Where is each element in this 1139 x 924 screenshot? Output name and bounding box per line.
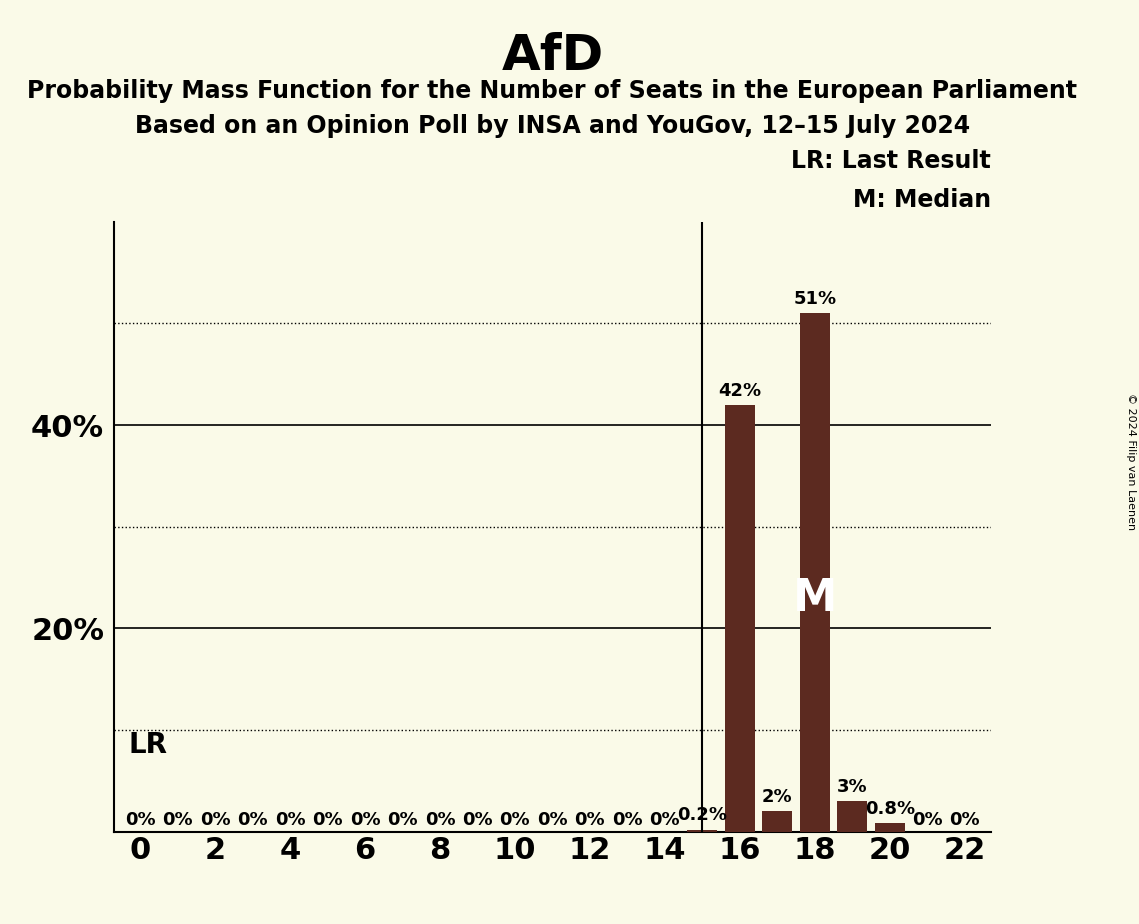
Text: 3%: 3%: [837, 778, 868, 796]
Text: 42%: 42%: [719, 382, 761, 400]
Text: 0%: 0%: [500, 810, 531, 829]
Text: Based on an Opinion Poll by INSA and YouGov, 12–15 July 2024: Based on an Opinion Poll by INSA and You…: [134, 114, 970, 138]
Bar: [762, 811, 793, 832]
Bar: [724, 405, 755, 832]
Text: 0%: 0%: [162, 810, 192, 829]
Text: M: M: [793, 577, 837, 620]
Text: 2%: 2%: [762, 788, 793, 806]
Text: AfD: AfD: [501, 32, 604, 80]
Text: © 2024 Filip van Laenen: © 2024 Filip van Laenen: [1126, 394, 1136, 530]
Text: 0%: 0%: [574, 810, 605, 829]
Text: LR: LR: [129, 731, 167, 760]
Text: LR: Last Result: LR: Last Result: [792, 149, 991, 173]
Text: 0.2%: 0.2%: [678, 807, 728, 824]
Text: 0%: 0%: [274, 810, 305, 829]
Text: 0%: 0%: [425, 810, 456, 829]
Text: 0%: 0%: [612, 810, 642, 829]
Text: 0%: 0%: [462, 810, 493, 829]
Text: 0%: 0%: [950, 810, 980, 829]
Bar: [875, 823, 904, 832]
Text: Probability Mass Function for the Number of Seats in the European Parliament: Probability Mass Function for the Number…: [27, 79, 1077, 103]
Text: 0%: 0%: [912, 810, 943, 829]
Bar: [837, 801, 867, 832]
Text: 0%: 0%: [350, 810, 380, 829]
Text: 0%: 0%: [125, 810, 155, 829]
Text: 0%: 0%: [387, 810, 418, 829]
Text: M: Median: M: Median: [853, 188, 991, 213]
Text: 51%: 51%: [793, 290, 836, 309]
Text: 0%: 0%: [538, 810, 567, 829]
Text: 0%: 0%: [649, 810, 680, 829]
Text: 0%: 0%: [312, 810, 343, 829]
Text: 0%: 0%: [237, 810, 268, 829]
Text: 0.8%: 0.8%: [865, 800, 915, 819]
Text: 0%: 0%: [199, 810, 230, 829]
Bar: [800, 313, 830, 832]
Bar: [687, 830, 718, 832]
